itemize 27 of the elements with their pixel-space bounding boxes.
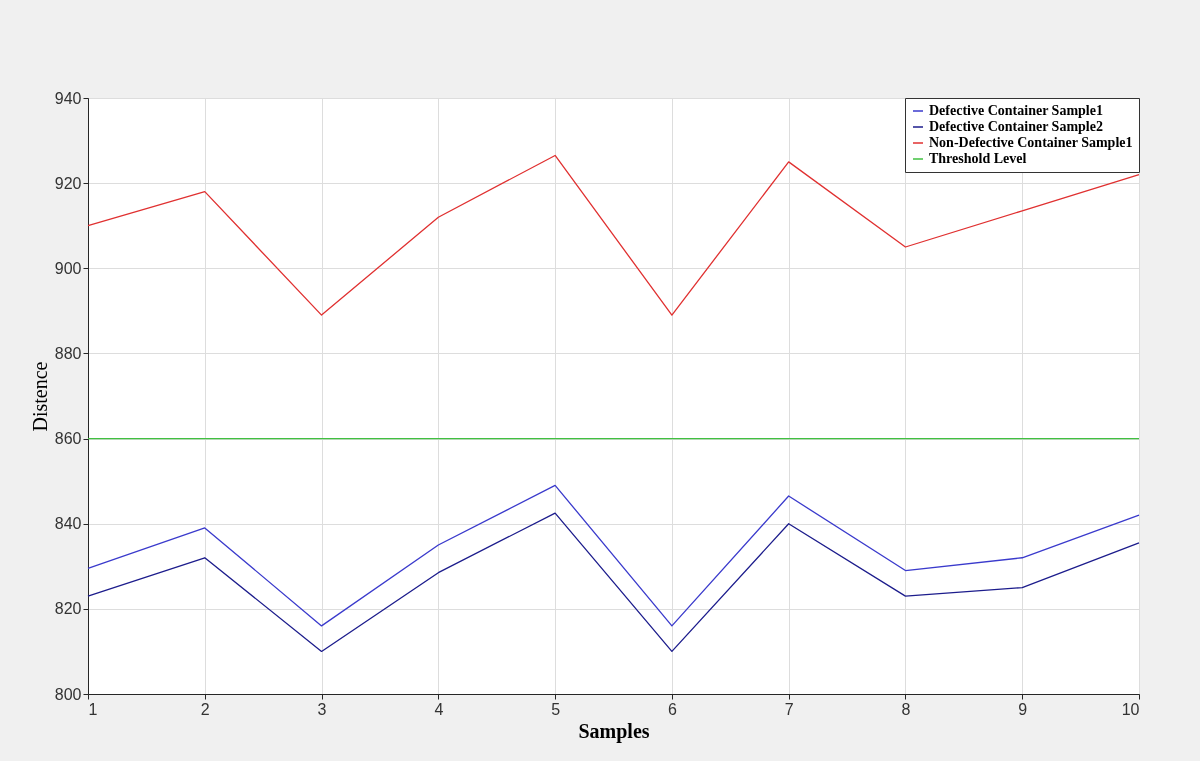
x-tick-label: 10 bbox=[1121, 700, 1140, 718]
line-series bbox=[87, 154, 1140, 316]
y-tick-label: 940 bbox=[54, 89, 82, 107]
y-tick-label: 860 bbox=[54, 430, 82, 448]
line-series bbox=[87, 512, 1140, 653]
x-tick-label: 7 bbox=[784, 700, 794, 718]
y-tick-label: 920 bbox=[54, 174, 82, 192]
y-tick-label: 900 bbox=[54, 259, 82, 277]
x-tick-label: 4 bbox=[434, 700, 444, 718]
y-tick-label: 820 bbox=[54, 600, 82, 618]
x-tick-label: 3 bbox=[317, 700, 327, 718]
line-series bbox=[87, 484, 1140, 627]
legend-label: Threshold Level bbox=[929, 151, 1027, 166]
x-axis-title: Samples bbox=[578, 719, 650, 743]
y-tick-label: 840 bbox=[54, 515, 82, 533]
legend-label: Defective Container Sample2 bbox=[929, 119, 1103, 134]
x-tick-label: 1 bbox=[88, 700, 98, 718]
y-tick-label: 800 bbox=[54, 685, 82, 703]
x-tick-label: 6 bbox=[667, 700, 677, 718]
x-tick-label: 2 bbox=[200, 700, 210, 718]
legend-label: Defective Container Sample1 bbox=[929, 103, 1103, 118]
x-tick-label: 9 bbox=[1018, 700, 1028, 718]
y-axis-title: Distence bbox=[28, 361, 51, 432]
x-tick-label: 8 bbox=[901, 700, 911, 718]
x-tick-label: 5 bbox=[551, 700, 561, 718]
y-tick-label: 880 bbox=[54, 344, 82, 362]
legend-label: Non-Defective Container Sample1 bbox=[929, 135, 1133, 150]
